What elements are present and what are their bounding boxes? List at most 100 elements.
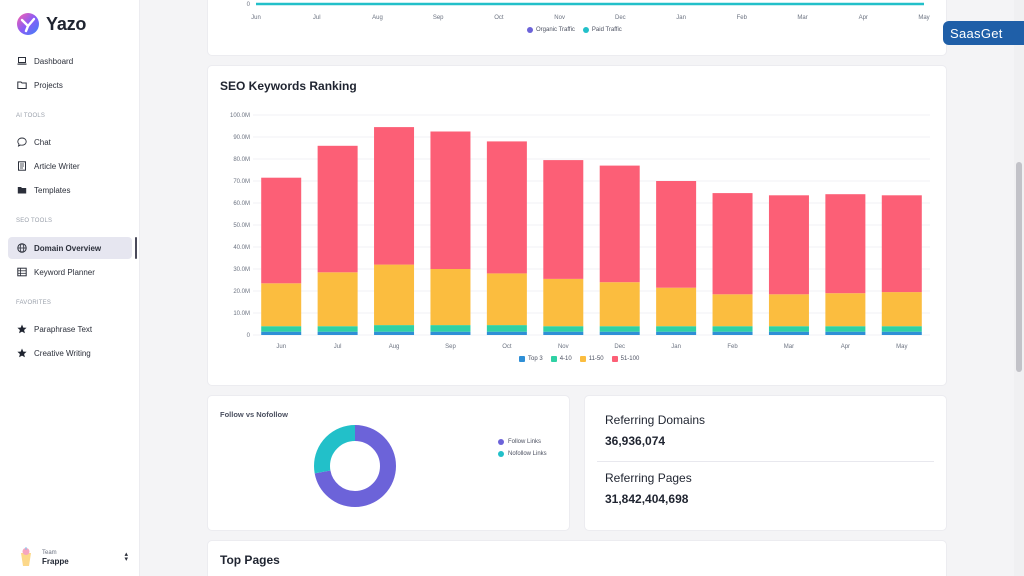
chat-icon <box>17 137 27 147</box>
x-tick-label: Mar <box>797 15 807 21</box>
bar-segment <box>486 273 527 326</box>
sidebar-item-label: Paraphrase Text <box>34 324 93 334</box>
sidebar-item-article-writer[interactable]: Article Writer <box>8 155 132 177</box>
bar-segment <box>712 193 753 295</box>
bar-segment <box>543 160 584 279</box>
divider <box>597 461 934 462</box>
y-tick-label: 80.0M <box>233 157 250 163</box>
sidebar-item-label: Projects <box>34 80 63 90</box>
active-indicator <box>135 237 137 259</box>
y-tick-label: 100.0M <box>230 113 250 119</box>
top-pages-card: Top Pages <box>207 540 947 576</box>
team-name: Frappe <box>42 556 69 566</box>
bar-segment <box>881 195 922 293</box>
y-tick-label: 70.0M <box>233 179 250 185</box>
legend-label: Organic Traffic <box>536 27 575 33</box>
legend-dot <box>527 27 533 33</box>
page-scrollbar[interactable] <box>1014 0 1024 576</box>
x-tick-label: Feb <box>727 344 738 350</box>
y-tick-label: 90.0M <box>233 135 250 141</box>
globe-icon <box>17 243 27 253</box>
sidebar-item-label: Templates <box>34 185 71 195</box>
x-tick-label: Nov <box>554 15 565 21</box>
legend-swatch <box>550 356 557 362</box>
section-label-favorites: FAVORITES <box>16 300 52 306</box>
x-tick-label: May <box>896 344 907 350</box>
legend-item-follow[interactable]: Follow Links <box>498 436 547 448</box>
x-tick-label: Jan <box>676 15 686 21</box>
bar-segment <box>261 283 302 327</box>
traffic-chart: 0 Jun Jul Aug Sep Oct Nov Dec Jan Feb Mar Apr May <box>247 2 930 21</box>
sidebar: Yazo Dashboard Projects AI TOOLS Chat <box>0 0 140 576</box>
legend-label: 4-10 <box>559 356 572 362</box>
scrollbar-thumb[interactable] <box>1016 162 1022 372</box>
bar-segment <box>486 331 527 335</box>
follow-nofollow-card: Follow vs Nofollow Follow Links Nofollow… <box>207 395 570 531</box>
legend-item-nofollow[interactable]: Nofollow Links <box>498 448 547 460</box>
bar-segment <box>374 325 415 332</box>
nav-favorites: FAVORITES Paraphrase Text Creative Writi… <box>8 297 132 364</box>
referring-pages-value: 31,842,404,698 <box>605 492 689 506</box>
legend-label: Top 3 <box>528 356 543 362</box>
y-tick-label: 60.0M <box>233 201 250 207</box>
nav-ai-tools: AI TOOLS Chat Article Writer Templates <box>8 110 132 201</box>
yazo-logo-icon <box>17 13 39 35</box>
sidebar-item-label: Domain Overview <box>34 243 102 253</box>
bar-segment <box>599 326 640 332</box>
referring-card: Referring Domains 36,936,074 Referring P… <box>584 395 947 531</box>
bar-segment <box>374 331 415 335</box>
table-icon <box>17 267 27 277</box>
legend-label: Nofollow Links <box>508 451 547 457</box>
x-tick-label: Dec <box>614 344 625 350</box>
bar-segment <box>317 145 358 273</box>
sidebar-item-chat[interactable]: Chat <box>8 131 132 153</box>
sidebar-item-domain-overview[interactable]: Domain Overview <box>8 237 132 259</box>
bar-segment <box>374 127 415 265</box>
legend-item-51-100[interactable]: 51-100 <box>611 356 639 362</box>
x-tick-label: Jun <box>251 15 261 21</box>
document-icon <box>17 161 27 171</box>
folder-open-icon <box>17 185 27 195</box>
team-label: Team <box>42 549 57 556</box>
sidebar-item-projects[interactable]: Projects <box>8 74 132 96</box>
seo-keywords-chart: 0 10.0M 20.0M 30.0M 40.0M 50.0M 60.0M 70.0M 80.0… <box>230 113 930 350</box>
bar-segment <box>317 272 358 327</box>
section-label-seo-tools: SEO TOOLS <box>16 218 53 224</box>
bar-segment <box>881 331 922 335</box>
sidebar-item-templates[interactable]: Templates <box>8 179 132 201</box>
x-tick-label: Mar <box>784 344 794 350</box>
legend-item-paid[interactable]: Paid Traffic <box>582 27 622 33</box>
bar-segment <box>486 325 527 332</box>
y-tick-label: 10.0M <box>233 311 250 317</box>
sidebar-item-label: Article Writer <box>34 161 80 171</box>
bar-segment <box>599 331 640 335</box>
folder-icon <box>17 80 27 90</box>
legend-item-organic[interactable]: Organic Traffic <box>527 27 575 33</box>
legend-item-11-50[interactable]: 11-50 <box>579 356 604 362</box>
nav-seo-tools: SEO TOOLS Domain Overview Keyword Planne… <box>8 215 132 283</box>
bar-segment <box>656 331 697 335</box>
team-switcher[interactable]: Team Frappe ▴ ▾ <box>18 546 128 568</box>
bar-segment <box>261 177 302 284</box>
x-tick-label: Jul <box>313 15 321 21</box>
bar-segment <box>825 331 866 335</box>
sidebar-item-dashboard[interactable]: Dashboard <box>8 50 132 72</box>
sidebar-item-creative-writing[interactable]: Creative Writing <box>8 342 132 364</box>
chevron-up-down-icon[interactable]: ▴ ▾ <box>124 551 128 563</box>
x-tick-label: May <box>918 15 929 21</box>
bar-segment <box>881 292 922 327</box>
top-pages-title: Top Pages <box>220 553 280 567</box>
bar-segment <box>768 326 809 332</box>
team-info: Team Frappe <box>42 549 69 566</box>
y-tick-label: 20.0M <box>233 289 250 295</box>
bar-segment <box>430 325 471 332</box>
legend-swatch <box>519 356 525 362</box>
brand[interactable]: Yazo <box>16 12 86 36</box>
legend-item-4-10[interactable]: 4-10 <box>550 356 572 362</box>
sidebar-item-paraphrase-text[interactable]: Paraphrase Text <box>8 318 132 340</box>
sidebar-item-keyword-planner[interactable]: Keyword Planner <box>8 261 132 283</box>
legend-label: 11-50 <box>588 356 604 362</box>
referring-domains: Referring Domains 36,936,074 <box>605 413 705 448</box>
legend-item-top3[interactable]: Top 3 <box>519 356 543 362</box>
donut-slice <box>314 425 396 507</box>
